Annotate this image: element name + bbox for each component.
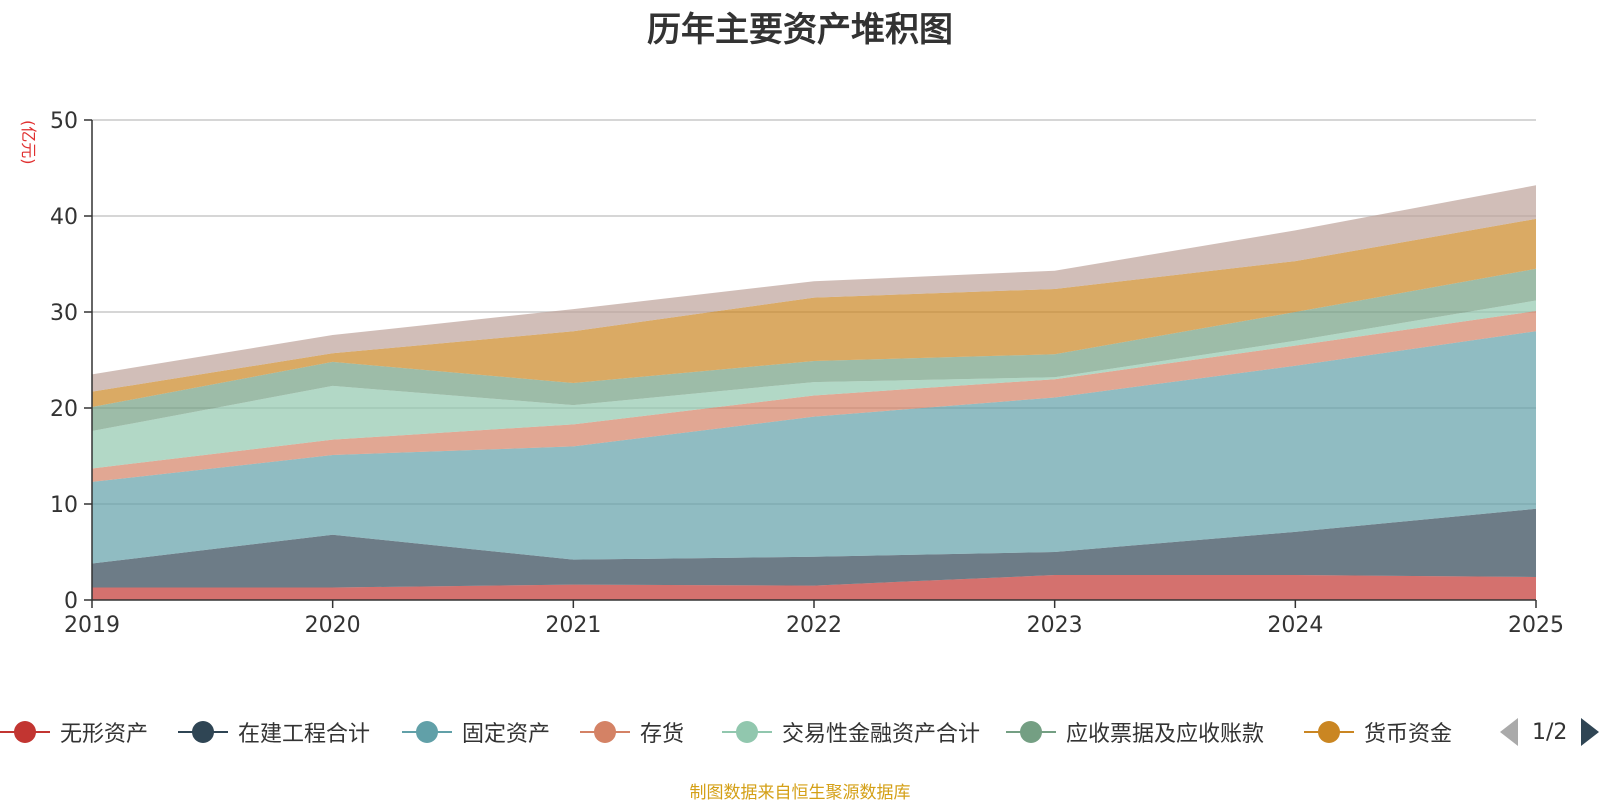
area-series-4 — [92, 300, 1536, 469]
legend-label: 在建工程合计 — [238, 722, 371, 747]
y-tick-label: 20 — [50, 397, 78, 422]
x-tick-label: 2021 — [545, 613, 601, 638]
legend-pager: 1/2 — [1500, 712, 1600, 752]
source-note: 制图数据来自恒生聚源数据库 — [689, 783, 911, 803]
legend-dot — [416, 721, 438, 743]
x-tick-label: 2019 — [64, 613, 120, 638]
legend-dot — [736, 721, 758, 743]
y-tick-label: 50 — [50, 109, 78, 134]
legend-swatch-icon — [402, 717, 452, 747]
legend-dot — [1318, 721, 1340, 743]
legend-swatch-icon — [178, 717, 228, 747]
x-tick-label: 2023 — [1027, 613, 1083, 638]
legend-label: 固定资产 — [462, 722, 551, 747]
legend-item[interactable]: 应收票据及应收账款 — [1006, 712, 1264, 752]
chart-title: 历年主要资产堆积图 — [647, 10, 953, 50]
legend-dot — [1020, 721, 1042, 743]
y-tick-label: 0 — [64, 589, 78, 614]
y-tick-label: 10 — [50, 493, 78, 518]
area-series-6 — [92, 218, 1536, 408]
legend-label: 存货 — [640, 722, 685, 747]
legend-swatch-icon — [722, 717, 772, 747]
x-tick-label: 2024 — [1267, 613, 1323, 638]
axes — [84, 119, 1537, 608]
legend-item[interactable]: 固定资产 — [402, 712, 550, 752]
legend-swatch-icon — [1304, 717, 1354, 747]
pager-prev-icon[interactable] — [1500, 718, 1518, 746]
legend: 无形资产 在建工程合计 固定资产 存货 交易性金融资产合计 应收票据及应收账款 货币资金 — [0, 712, 1600, 752]
y-tick-label: 30 — [50, 301, 78, 326]
area-series-5 — [92, 268, 1536, 432]
legend-dot — [192, 721, 214, 743]
legend-label: 无形资产 — [60, 722, 149, 747]
legend-item[interactable]: 货币资金 — [1304, 712, 1452, 752]
x-tick-label: 2025 — [1508, 613, 1564, 638]
y-tick-label: 40 — [50, 205, 78, 230]
legend-swatch-icon — [580, 717, 630, 747]
area-series-0 — [92, 575, 1536, 600]
y-axis-unit-label: (亿元) — [19, 120, 38, 165]
pager-next-icon[interactable] — [1581, 718, 1600, 746]
area-series-7 — [92, 185, 1536, 392]
legend-swatch-icon — [0, 717, 50, 747]
legend-item[interactable]: 在建工程合计 — [178, 712, 370, 752]
legend-label: 交易性金融资产合计 — [782, 722, 981, 747]
legend-swatch-icon — [1006, 717, 1056, 747]
x-tick-label: 2020 — [305, 613, 361, 638]
legend-item[interactable]: 无形资产 — [0, 712, 148, 752]
legend-item[interactable]: 交易性金融资产合计 — [722, 712, 980, 752]
area-series-2 — [92, 331, 1536, 564]
area-series — [92, 185, 1536, 600]
x-tick-label: 2022 — [786, 613, 842, 638]
tick-labels: 0 10 20 30 40 50 2019 2020 2021 2022 2023 2024 2025 — [50, 109, 1564, 638]
pager-page-label: 1/2 — [1532, 719, 1568, 745]
area-series-1 — [92, 508, 1536, 588]
area-series-3 — [92, 311, 1536, 482]
legend-dot — [14, 721, 36, 743]
legend-dot — [594, 721, 616, 743]
legend-label: 应收票据及应收账款 — [1066, 722, 1265, 747]
legend-item[interactable]: 存货 — [580, 712, 684, 752]
legend-label: 货币资金 — [1364, 722, 1453, 747]
